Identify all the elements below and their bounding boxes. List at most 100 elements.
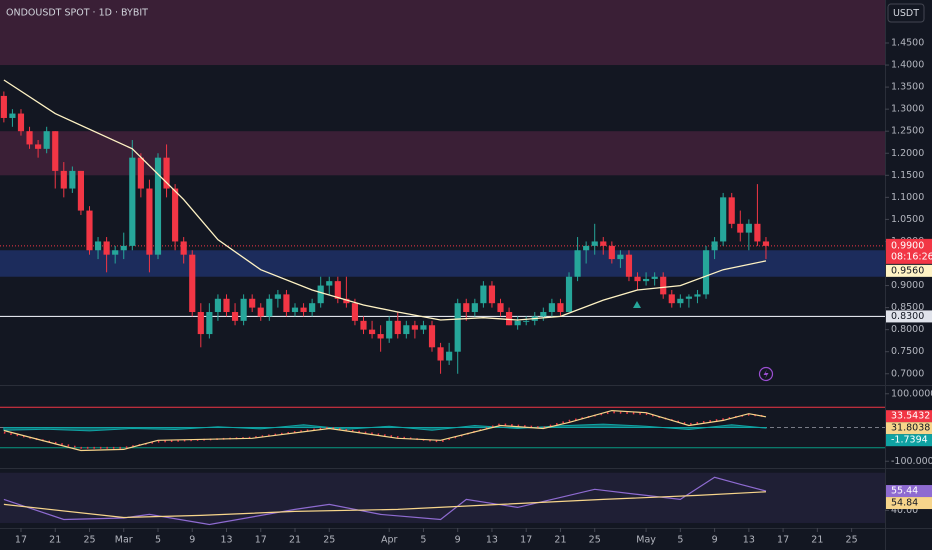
event-icon-bolt xyxy=(763,369,769,379)
candle-body xyxy=(591,241,598,246)
value-label: -1.7394 xyxy=(891,435,928,446)
candle-body xyxy=(154,157,162,255)
price-pane xyxy=(0,0,885,374)
candle-body xyxy=(634,276,641,282)
chart-title: ONDOUSDT SPOT · 1D · BYBIT xyxy=(6,8,148,19)
candle-body xyxy=(351,303,359,321)
event-icon[interactable] xyxy=(758,366,774,382)
candle-body xyxy=(754,223,761,242)
candle-body xyxy=(446,351,453,361)
candle-body xyxy=(625,254,633,277)
candle-body xyxy=(488,285,496,304)
candle-body xyxy=(386,320,393,339)
candle-body xyxy=(394,320,401,335)
candle-body xyxy=(283,294,290,313)
candle-body xyxy=(702,250,710,295)
candle-body xyxy=(94,241,102,251)
series-line xyxy=(3,491,767,519)
candle-body xyxy=(651,276,658,279)
candle-body xyxy=(146,188,153,255)
value-label-box xyxy=(886,497,932,510)
value-label: 33.5432 xyxy=(891,411,930,422)
candle-body xyxy=(189,254,196,313)
y-tick-label: 1.1000 xyxy=(891,192,924,203)
currency-button[interactable] xyxy=(887,3,925,23)
x-tick-label: Apr xyxy=(381,535,398,546)
last-price-label: 0.9900 xyxy=(891,240,924,251)
candle-body xyxy=(112,250,119,255)
x-tick-label: 21 xyxy=(554,535,566,546)
candle-body xyxy=(231,312,239,321)
candle-body xyxy=(223,298,230,313)
candle-body xyxy=(454,303,461,352)
candle-body xyxy=(69,170,76,189)
signal-marker xyxy=(633,301,641,308)
hline-label-box xyxy=(886,310,932,323)
moving-average xyxy=(3,79,767,321)
hline-label: 0.8300 xyxy=(891,311,924,322)
x-tick-label: 21 xyxy=(289,535,301,546)
candle-body xyxy=(137,157,144,189)
x-tick-label: 25 xyxy=(83,535,95,546)
candle-body xyxy=(0,95,7,118)
candle-body xyxy=(411,325,418,330)
x-tick-label: 25 xyxy=(589,535,601,546)
candle-body xyxy=(514,320,521,326)
candle-body xyxy=(463,303,470,313)
candle-body xyxy=(428,325,436,348)
oscillator-pane xyxy=(0,406,885,452)
candle-body xyxy=(163,157,170,189)
last-price-box xyxy=(886,238,932,264)
candle-body xyxy=(35,144,42,149)
x-tick-label: 25 xyxy=(846,535,858,546)
x-tick-label: Mar xyxy=(115,535,133,546)
zone xyxy=(0,131,885,176)
rsi-pane xyxy=(0,472,885,526)
y-tick-label: 1.2000 xyxy=(891,148,924,159)
y-tick-label: 1.3500 xyxy=(891,82,924,93)
candle-body xyxy=(660,276,667,295)
currency-label: USDT xyxy=(893,8,919,19)
y-tick-label: 40.00 xyxy=(891,505,918,516)
y-tick-label: 1.4000 xyxy=(891,60,924,71)
candle-body xyxy=(103,241,110,255)
x-tick-label: 13 xyxy=(743,535,755,546)
y-tick-label: 0.7000 xyxy=(891,368,924,379)
candle-body xyxy=(86,210,93,251)
candle-body xyxy=(600,241,607,246)
candle-body xyxy=(300,307,307,313)
y-tick-label: -100.0000 xyxy=(891,456,932,467)
candle-body xyxy=(762,241,770,246)
candle-body xyxy=(257,307,264,317)
candle-body xyxy=(214,298,222,313)
candle-body xyxy=(326,281,333,286)
y-tick-label: 1.1500 xyxy=(891,170,924,181)
candle-body xyxy=(52,131,59,171)
y-tick-label: 100.0000 xyxy=(891,388,932,399)
candle-body xyxy=(711,241,718,251)
candle-body xyxy=(309,303,316,313)
x-tick-label: May xyxy=(636,535,656,546)
candle-body xyxy=(420,325,427,330)
candle-body xyxy=(643,278,650,282)
candle-body xyxy=(26,131,33,145)
y-tick-label: 0.8500 xyxy=(891,302,924,313)
candle-body xyxy=(694,294,701,297)
x-tick-label: 13 xyxy=(220,535,232,546)
y-tick-label: 0.7500 xyxy=(891,346,924,357)
candle-body xyxy=(608,245,615,260)
x-tick-label: 25 xyxy=(323,535,335,546)
candle-body xyxy=(206,312,213,335)
value-label: 55.44 xyxy=(891,486,918,497)
y-tick-label: 0.8000 xyxy=(891,324,924,335)
candle-body xyxy=(685,296,692,299)
candle-body xyxy=(249,298,256,308)
candle-body xyxy=(120,245,127,251)
candle-body xyxy=(360,320,367,330)
y-tick-label: 1.2500 xyxy=(891,126,924,137)
candle-body xyxy=(574,250,581,277)
x-tick-label: 21 xyxy=(811,535,823,546)
candle-body xyxy=(334,281,341,299)
